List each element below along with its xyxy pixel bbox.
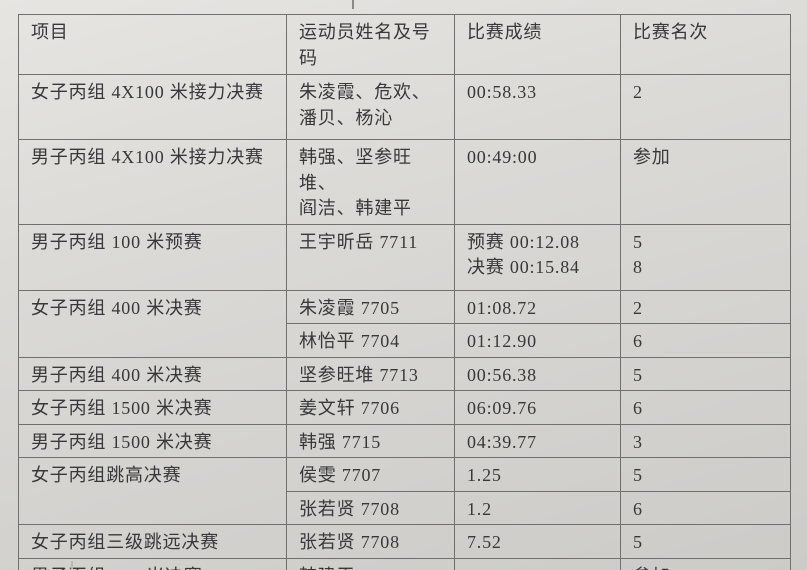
event-cell: 女子丙组跳高决赛: [18, 457, 287, 526]
table-subrow: 林怡平 7704 01:12.90 6: [19, 323, 791, 358]
result-cell: 04:39.77: [454, 423, 621, 459]
table-row: 女子丙组跳高决赛 侯雯 7707 1.25 5: [18, 457, 791, 526]
athlete-cell: 朱凌霞、危欢、 潘贝、杨沁: [286, 74, 455, 140]
athlete-cell: 张若贤 7708: [286, 524, 455, 560]
event-cell: 男子丙组 100 米预赛: [18, 223, 287, 291]
athlete-cell: 坚参旺堆 7713: [286, 356, 455, 392]
rank-cell: 参加: [620, 139, 791, 225]
athlete-cell: 王宇昕岳 7711: [286, 223, 455, 291]
cropped-row-artifact-bottom: [71, 561, 73, 570]
table-row: 男子丙组 4X100 米接力决赛 韩强、坚参旺堆、 阎洁、韩建平 00:49:0…: [18, 139, 791, 225]
result-cell: 7.52: [454, 524, 621, 560]
result-cell: 1.25: [454, 457, 621, 492]
event-cell: 男子丙组 1500 米决赛: [18, 423, 287, 459]
result-cell: 01:08.72: [454, 289, 621, 325]
event-cell: 女子丙组三级跳远决赛: [18, 524, 287, 560]
rank-cell: 5: [620, 356, 791, 392]
rank-cell: 6: [620, 323, 791, 358]
athlete-cell: 姜文轩 7706: [286, 390, 455, 425]
athlete-cell: 林怡平 7704: [286, 323, 455, 358]
table-header-row: 项目 运动员姓名及号 码 比赛成绩 比赛名次: [18, 14, 791, 75]
rank-cell: 5: [620, 524, 791, 560]
athlete-cell: 朱凌霞 7705: [286, 289, 455, 325]
rank-cell: 6: [620, 490, 791, 526]
table-subrow: 张若贤 7708 1.2 6: [19, 490, 791, 526]
table-row: 男子丙组 1500 米决赛 韩强 7715 04:39.77 3: [18, 423, 791, 459]
rank-cell: 5: [620, 457, 791, 492]
event-cell: 男子丙组 4X100 米接力决赛: [18, 139, 287, 225]
athlete-cell: 韩建平 7714: [286, 558, 455, 570]
table-row: 女子丙组 4X100 米接力决赛 朱凌霞、危欢、 潘贝、杨沁 00:58.33 …: [18, 74, 791, 140]
rank-cell: 2: [620, 74, 791, 140]
rank-cell: 2: [620, 289, 791, 325]
event-cell: 男子丙组 400 米决赛: [18, 356, 287, 392]
event-cell: 女子丙组 400 米决赛: [18, 289, 287, 358]
table-row: 男子丙组 400 米决赛 坚参旺堆 7713 00:56.38 5: [18, 356, 791, 392]
rank-cell: 3: [620, 423, 791, 459]
result-cell: 00:56.38: [454, 356, 621, 392]
result-cell: 00:58.32: [454, 558, 621, 570]
athlete-cell: 张若贤 7708: [286, 490, 455, 526]
cropped-row-artifact-top: [352, 0, 354, 9]
result-cell: 00:49:00: [454, 139, 621, 225]
athlete-cell: 韩强 7715: [286, 423, 455, 459]
col-header-result: 比赛成绩: [454, 14, 621, 75]
col-header-athlete: 运动员姓名及号 码: [286, 14, 455, 75]
event-cell: 男子丙组 400 米决赛: [18, 558, 287, 570]
athlete-cell: 韩强、坚参旺堆、 阎洁、韩建平: [286, 139, 455, 225]
athlete-cell: 侯雯 7707: [286, 457, 455, 492]
result-cell: 00:58.33: [454, 74, 621, 140]
result-cell: 06:09.76: [454, 390, 621, 425]
col-header-rank: 比赛名次: [620, 14, 791, 75]
rank-cell: 6: [620, 390, 791, 425]
result-cell: 预赛 00:12.08 决赛 00:15.84: [454, 223, 621, 291]
rank-cell: 参加: [620, 558, 791, 570]
col-header-event: 项目: [18, 14, 287, 75]
event-cell: 女子丙组 1500 米决赛: [18, 390, 287, 425]
table-row: 男子丙组 100 米预赛 王宇昕岳 7711 预赛 00:12.08 决赛 00…: [18, 223, 791, 291]
rank-cell: 5 8: [620, 223, 791, 291]
results-table: 项目 运动员姓名及号 码 比赛成绩 比赛名次 女子丙组 4X100 米接力决赛 …: [18, 14, 791, 570]
result-cell: 01:12.90: [454, 323, 621, 358]
table-row: 男子丙组 400 米决赛 韩建平 7714 00:58.32 参加: [18, 558, 791, 570]
table-row: 女子丙组 400 米决赛 朱凌霞 7705 01:08.72 2: [18, 289, 791, 358]
event-cell: 女子丙组 4X100 米接力决赛: [18, 74, 287, 140]
result-cell: 1.2: [454, 490, 621, 526]
table-row: 女子丙组 1500 米决赛 姜文轩 7706 06:09.76 6: [18, 390, 791, 425]
table-row: 女子丙组三级跳远决赛 张若贤 7708 7.52 5: [18, 524, 791, 560]
